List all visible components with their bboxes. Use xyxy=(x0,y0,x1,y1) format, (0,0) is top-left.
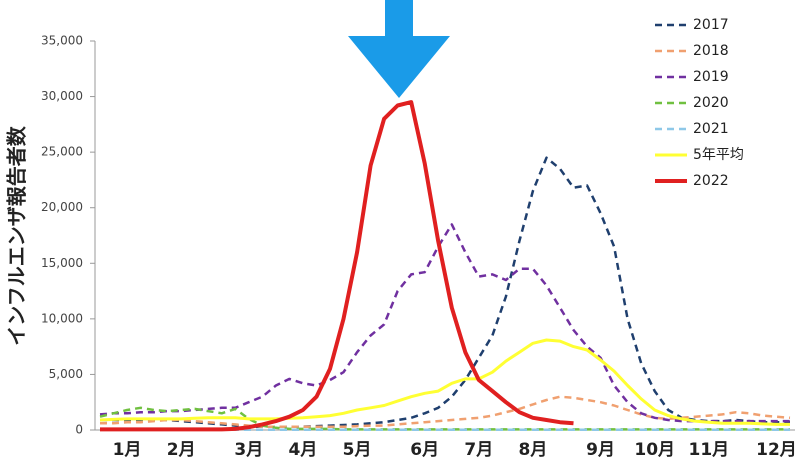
legend-label: 2022 xyxy=(693,173,729,189)
series-line xyxy=(99,223,790,423)
y-tick-label: 25,000 xyxy=(41,145,83,159)
series-line xyxy=(100,100,574,432)
y-tick-label: 5,000 xyxy=(49,367,83,381)
legend-label: 2017 xyxy=(693,17,729,33)
x-tick-label: 5月 xyxy=(343,440,372,460)
arrow xyxy=(348,0,450,98)
legend-label: 2021 xyxy=(693,121,729,137)
x-tick-label: 11月 xyxy=(688,440,729,460)
y-tick-label: 15,000 xyxy=(41,256,83,270)
x-tick-label: 3月 xyxy=(234,440,263,460)
legend-label: 2019 xyxy=(693,69,729,85)
x-tick-label: 7月 xyxy=(464,440,493,460)
legend-label: 5年平均 xyxy=(693,147,744,163)
x-tick-label: 6月 xyxy=(410,440,439,460)
y-tick-label: 35,000 xyxy=(41,34,83,48)
x-tick-label: 1月 xyxy=(113,440,142,460)
y-tick-label: 20,000 xyxy=(41,200,83,214)
y-tick-label: 0 xyxy=(75,423,83,437)
series-line xyxy=(100,156,790,428)
y-axis-label: インフルエンザ報告者数 xyxy=(5,125,29,345)
series-line xyxy=(99,338,790,426)
y-tick-label: 30,000 xyxy=(41,89,83,103)
legend-label: 2020 xyxy=(693,95,729,111)
x-tick-label: 10月 xyxy=(634,440,675,460)
legend-label: 2018 xyxy=(693,43,729,59)
x-tick-label: 8月 xyxy=(519,440,548,460)
x-tick-label: 4月 xyxy=(289,440,318,460)
x-tick-label: 9月 xyxy=(586,440,615,460)
x-tick-label: 2月 xyxy=(167,440,196,460)
y-tick-label: 10,000 xyxy=(41,311,83,325)
series-line xyxy=(99,406,790,431)
x-tick-label: 12月 xyxy=(756,440,797,460)
